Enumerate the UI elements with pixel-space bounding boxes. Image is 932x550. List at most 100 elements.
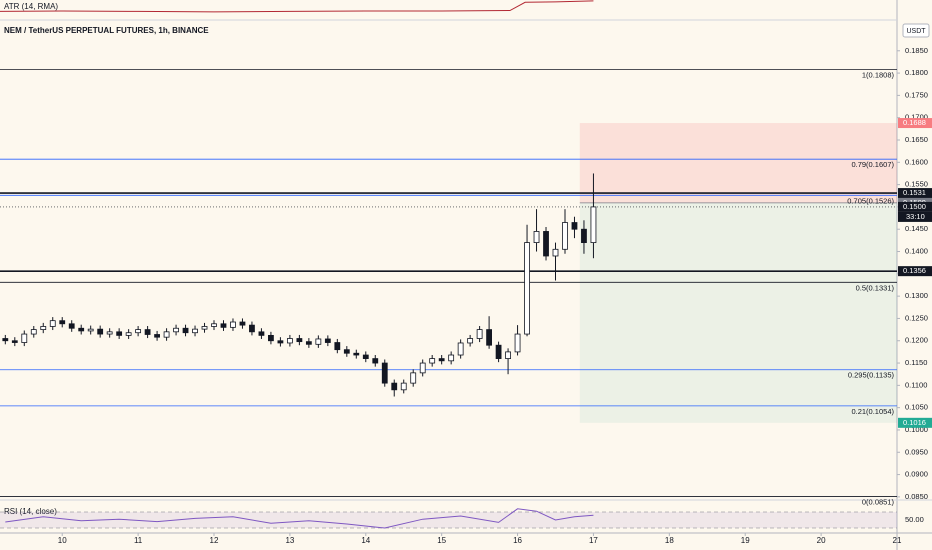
y-tick-label: 0.1650: [905, 135, 928, 144]
currency-badge: [902, 23, 930, 38]
candle-body: [59, 320, 66, 325]
candle-body: [21, 333, 28, 343]
fib-label: 0(0.0851): [862, 497, 895, 506]
candle-body: [154, 334, 160, 338]
candle-body: [381, 362, 388, 384]
fib-label: 0.5(0.1331): [856, 283, 895, 292]
candle-body: [144, 329, 151, 335]
y-tick-label: 0.1250: [905, 313, 928, 322]
target-zone: [579, 202, 897, 423]
x-tick-label: 12: [210, 536, 219, 545]
candle-body: [49, 320, 56, 327]
candle-body: [305, 341, 312, 345]
candle-body: [211, 323, 217, 327]
x-tick-label: 16: [513, 536, 522, 545]
candle-body: [116, 331, 123, 336]
countdown-bg: [898, 211, 932, 222]
candle-body: [410, 372, 417, 384]
fib-label: 0.79(0.1607): [851, 160, 894, 169]
candle-body: [552, 248, 559, 257]
candle-body: [220, 323, 227, 328]
candle-body: [334, 342, 341, 351]
fib-label: 1(0.1808): [862, 71, 895, 80]
y-tick-label: 0.1600: [905, 157, 928, 166]
candle-body: [590, 206, 597, 244]
price-label: 0.1688: [903, 118, 926, 127]
candle-body: [400, 382, 407, 391]
candle-body: [476, 329, 483, 339]
x-tick-label: 10: [58, 536, 67, 545]
x-tick-label: 14: [361, 536, 370, 545]
candle-body: [249, 324, 255, 333]
candle-body: [505, 351, 511, 359]
fib-label: 0.21(0.1054): [851, 407, 894, 416]
candle-body: [163, 331, 170, 338]
y-tick-label: 0.0950: [905, 447, 928, 456]
y-tick-label: 0.1550: [905, 180, 928, 189]
candle-body: [268, 334, 274, 342]
candle-body: [486, 329, 493, 346]
stop-zone: [579, 123, 897, 203]
candle-body: [182, 327, 189, 334]
candle-body: [419, 362, 426, 374]
candle-body: [362, 354, 369, 359]
candle-body: [343, 349, 350, 354]
candle-body: [514, 333, 521, 353]
fib-label: 0.295(0.1135): [848, 371, 895, 380]
candle-body: [324, 338, 331, 343]
y-tick-label: 0.1000: [905, 425, 928, 434]
candle-body: [438, 358, 445, 362]
price-label-bg: [898, 266, 932, 277]
candle-body: [286, 338, 293, 344]
price-label: 0.1531: [903, 188, 926, 197]
candle-body: [391, 382, 398, 391]
candle-body: [192, 328, 198, 334]
y-tick-label: 0.1300: [905, 291, 928, 300]
price-label: 0.1500: [903, 202, 926, 211]
y-tick-label: 0.1450: [905, 224, 928, 233]
candle-body: [135, 329, 142, 334]
candle-body: [173, 327, 179, 333]
candle-body: [106, 331, 113, 335]
candle-body: [277, 340, 284, 344]
y-tick-label: 0.0850: [905, 492, 928, 501]
candle-body: [429, 358, 436, 364]
rsi-title: RSI (14, close): [4, 507, 57, 516]
y-tick-label: 0.1800: [905, 68, 928, 77]
candle-body: [315, 338, 322, 345]
y-tick-label: 0.1150: [905, 358, 927, 367]
candle-body: [495, 344, 502, 359]
countdown: 33:10: [906, 212, 925, 221]
candle-body: [258, 331, 265, 336]
rsi-tick-label: 50.00: [905, 515, 924, 524]
candle-body: [533, 231, 540, 244]
x-tick-label: 11: [134, 536, 143, 545]
x-tick-label: 15: [437, 536, 446, 545]
y-tick-label: 0.0900: [905, 470, 928, 479]
candle-body: [457, 342, 464, 356]
y-tick-label: 0.1100: [905, 380, 927, 389]
currency: USDT: [906, 28, 926, 35]
candle-body: [78, 327, 85, 332]
price-label-bg: [898, 201, 932, 212]
candle-body: [543, 231, 549, 257]
x-tick-label: 20: [817, 536, 826, 545]
chart-title: NEM / TetherUS PERPETUAL FUTURES, 1h, BI…: [4, 26, 209, 35]
candle-body: [2, 338, 9, 342]
candle-body: [87, 328, 94, 332]
candle-body: [201, 326, 208, 330]
x-tick-label: 17: [589, 536, 598, 545]
candle-body: [372, 358, 379, 364]
price-label-bg: [898, 188, 932, 199]
candle-body: [562, 222, 568, 250]
candle-body: [125, 332, 132, 336]
x-tick-label: 18: [665, 536, 674, 545]
y-tick-label: 0.1200: [905, 336, 928, 345]
candle-body: [581, 228, 587, 244]
x-tick-label: 19: [741, 536, 750, 545]
fib-label: 0.705(0.1526): [847, 196, 894, 205]
candle-body: [239, 321, 246, 326]
price-label: 0.1016: [903, 418, 926, 427]
y-tick-label: 0.1700: [905, 113, 928, 122]
